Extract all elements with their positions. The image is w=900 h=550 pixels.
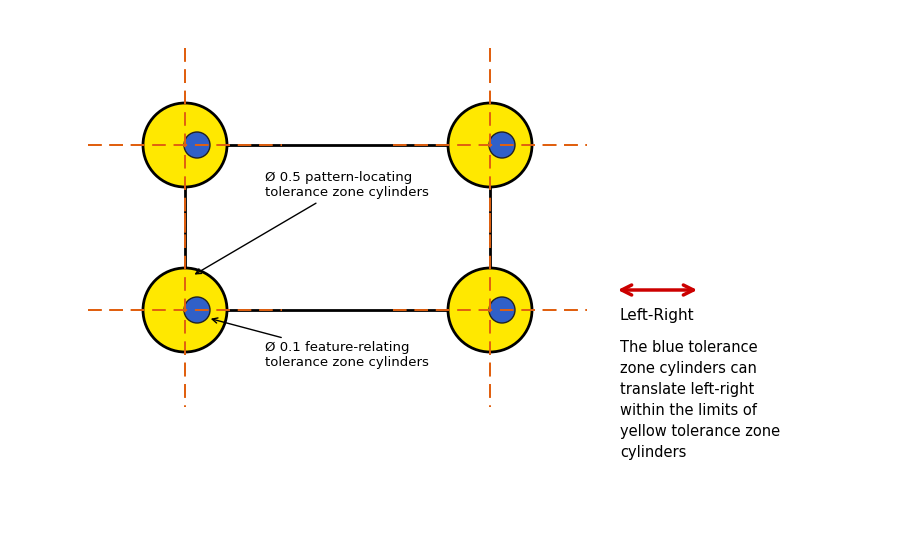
Text: Left-Right: Left-Right — [620, 308, 694, 323]
Circle shape — [143, 103, 227, 187]
Circle shape — [184, 297, 210, 323]
Text: Ø 0.5 pattern-locating
tolerance zone cylinders: Ø 0.5 pattern-locating tolerance zone cy… — [195, 171, 429, 274]
Text: The blue tolerance
zone cylinders can
translate left-right
within the limits of
: The blue tolerance zone cylinders can tr… — [620, 340, 780, 460]
Circle shape — [448, 103, 532, 187]
Text: Ø 0.1 feature-relating
tolerance zone cylinders: Ø 0.1 feature-relating tolerance zone cy… — [212, 318, 429, 369]
Circle shape — [489, 297, 515, 323]
Circle shape — [184, 132, 210, 158]
Circle shape — [143, 268, 227, 352]
Circle shape — [448, 268, 532, 352]
Circle shape — [489, 132, 515, 158]
